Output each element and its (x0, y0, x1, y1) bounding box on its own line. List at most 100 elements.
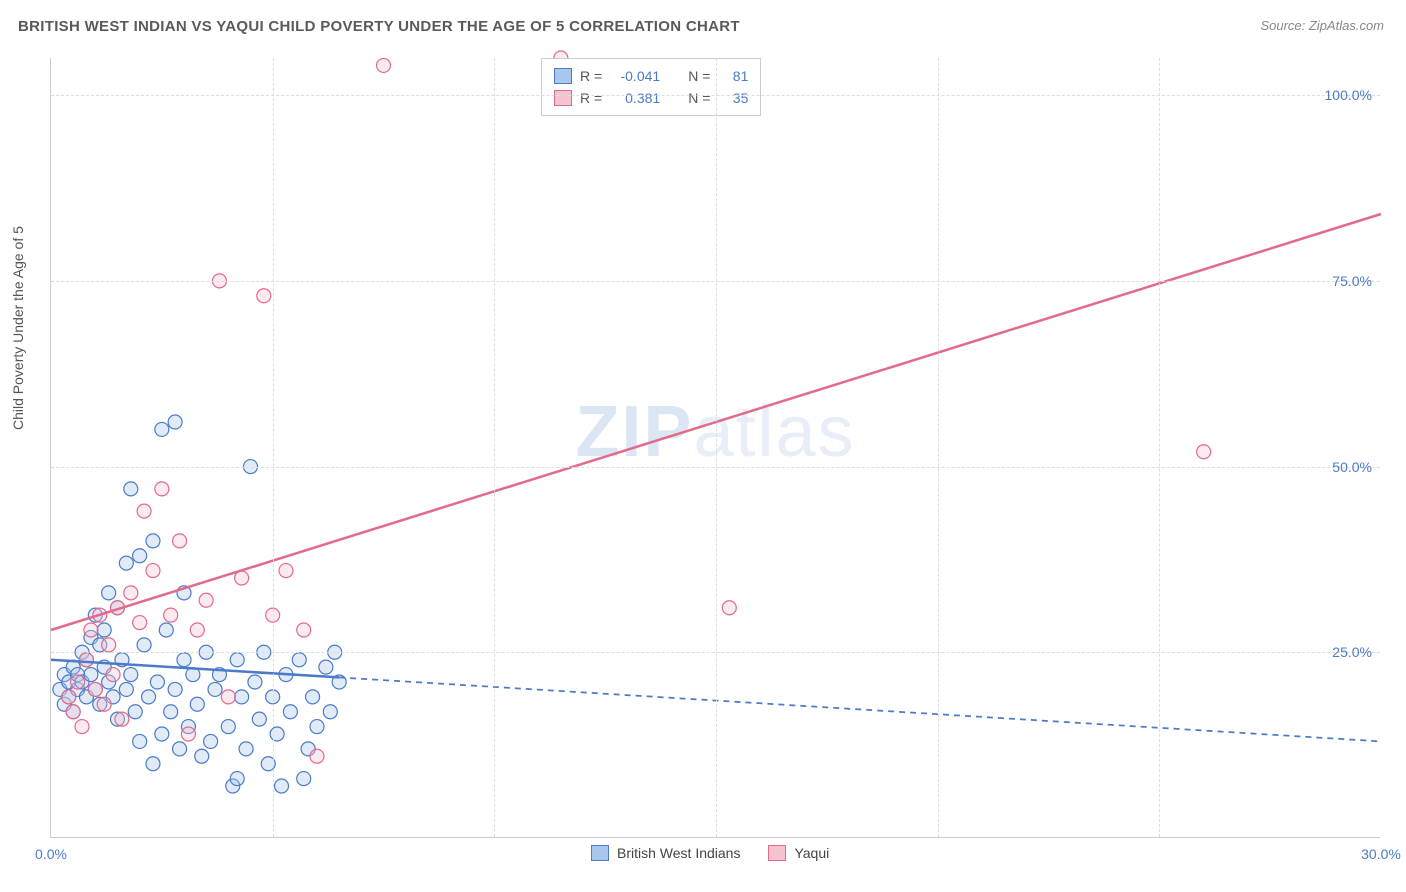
scatter-point (181, 727, 195, 741)
scatter-point (190, 623, 204, 637)
scatter-point (221, 720, 235, 734)
legend-swatch (591, 845, 609, 861)
legend-swatch (768, 845, 786, 861)
scatter-point (84, 668, 98, 682)
scatter-point (168, 415, 182, 429)
plot-area: ZIPatlas R =-0.041N =81R =0.381N =35 Bri… (50, 58, 1380, 838)
scatter-point (155, 422, 169, 436)
scatter-point (146, 564, 160, 578)
scatter-point (146, 757, 160, 771)
scatter-point (88, 682, 102, 696)
scatter-point (239, 742, 253, 756)
scatter-point (159, 623, 173, 637)
r-value: -0.041 (610, 65, 660, 87)
scatter-point (75, 720, 89, 734)
legend-swatch (554, 68, 572, 84)
scatter-point (119, 556, 133, 570)
scatter-point (164, 705, 178, 719)
scatter-point (66, 705, 80, 719)
gridline-vertical (273, 58, 274, 837)
scatter-point (221, 690, 235, 704)
source-attribution: Source: ZipAtlas.com (1260, 18, 1384, 33)
scatter-point (199, 593, 213, 607)
scatter-point (319, 660, 333, 674)
n-value: 81 (718, 65, 748, 87)
scatter-point (155, 727, 169, 741)
scatter-point (297, 623, 311, 637)
scatter-point (257, 289, 271, 303)
scatter-point (97, 697, 111, 711)
y-tick-label: 50.0% (1332, 459, 1372, 475)
scatter-point (79, 653, 93, 667)
scatter-point (155, 482, 169, 496)
scatter-point (124, 482, 138, 496)
scatter-point (204, 734, 218, 748)
scatter-point (164, 608, 178, 622)
n-value: 35 (718, 87, 748, 109)
gridline-vertical (716, 58, 717, 837)
scatter-point (97, 623, 111, 637)
scatter-point (137, 504, 151, 518)
scatter-point (306, 690, 320, 704)
scatter-point (62, 690, 76, 704)
chart-title: BRITISH WEST INDIAN VS YAQUI CHILD POVER… (18, 18, 740, 35)
scatter-point (208, 682, 222, 696)
n-label: N = (688, 87, 710, 109)
y-axis-label: Child Poverty Under the Age of 5 (10, 226, 26, 430)
y-tick-label: 25.0% (1332, 644, 1372, 660)
legend-series-label: Yaqui (794, 845, 829, 861)
scatter-point (124, 586, 138, 600)
legend-stats: R = -0.041 N = 81 R = 0.381 N = 35 (541, 58, 761, 116)
scatter-point (173, 742, 187, 756)
regression-line-dashed (339, 677, 1381, 741)
scatter-point (248, 675, 262, 689)
scatter-point (230, 653, 244, 667)
r-value: 0.381 (610, 87, 660, 109)
scatter-point (142, 690, 156, 704)
scatter-point (190, 697, 204, 711)
scatter-point (133, 616, 147, 630)
scatter-point (195, 749, 209, 763)
gridline-vertical (494, 58, 495, 837)
scatter-point (71, 675, 85, 689)
legend-stats-row: R = 0.381 N = 35 (554, 87, 748, 109)
r-label: R = (580, 87, 602, 109)
scatter-point (115, 712, 129, 726)
legend-stats-row: R = -0.041 N = 81 (554, 65, 748, 87)
legend-series-item: British West Indians (591, 845, 740, 861)
scatter-point (297, 772, 311, 786)
scatter-point (292, 653, 306, 667)
scatter-point (102, 638, 116, 652)
scatter-point (106, 668, 120, 682)
scatter-point (146, 534, 160, 548)
scatter-point (119, 682, 133, 696)
scatter-point (722, 601, 736, 615)
x-tick-label: 0.0% (35, 846, 67, 862)
scatter-point (168, 682, 182, 696)
scatter-point (133, 549, 147, 563)
r-label: R = (580, 65, 602, 87)
gridline-vertical (938, 58, 939, 837)
n-label: N = (688, 65, 710, 87)
y-tick-label: 75.0% (1332, 273, 1372, 289)
scatter-point (177, 653, 191, 667)
scatter-point (377, 58, 391, 72)
legend-swatch (554, 90, 572, 106)
scatter-point (252, 712, 266, 726)
scatter-point (323, 705, 337, 719)
scatter-point (102, 586, 116, 600)
scatter-point (128, 705, 142, 719)
scatter-point (150, 675, 164, 689)
legend-series-item: Yaqui (768, 845, 829, 861)
gridline-vertical (1159, 58, 1160, 837)
scatter-point (84, 623, 98, 637)
scatter-point (137, 638, 151, 652)
scatter-point (124, 668, 138, 682)
legend-series: British West Indians Yaqui (591, 845, 829, 861)
scatter-point (133, 734, 147, 748)
scatter-point (279, 564, 293, 578)
y-tick-label: 100.0% (1325, 87, 1372, 103)
scatter-point (310, 749, 324, 763)
x-tick-label: 30.0% (1361, 846, 1401, 862)
scatter-point (283, 705, 297, 719)
